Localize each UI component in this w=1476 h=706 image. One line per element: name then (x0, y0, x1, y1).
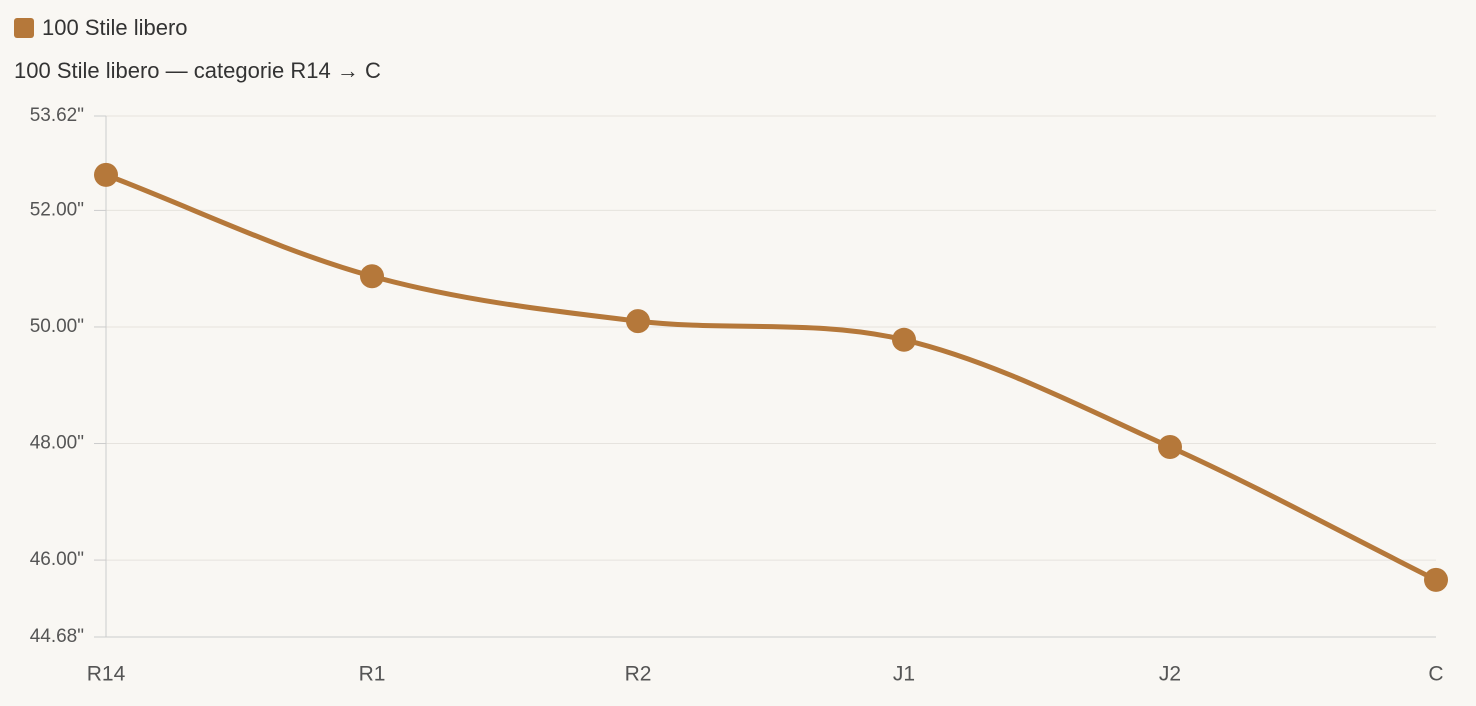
x-tick-label: C (1428, 663, 1443, 686)
legend-label: 100 Stile libero (42, 15, 188, 40)
point (892, 327, 916, 352)
x-tick-label: J2 (1159, 663, 1181, 686)
y-tick-label: 52.00" (30, 199, 84, 220)
y-tick-label: 46.00" (30, 549, 84, 570)
y-tick-label: 50.00" (30, 316, 84, 337)
line (105, 172, 1438, 583)
point (94, 162, 118, 187)
point (1424, 567, 1448, 592)
point (360, 264, 384, 289)
y-tick-label: 48.00" (30, 433, 84, 454)
y-tick-label: 53.62" (30, 105, 84, 126)
x-tick-label: R1 (359, 663, 386, 686)
point (1158, 435, 1182, 460)
y-tick-label: 44.68" (30, 626, 84, 647)
x-tick-label: J1 (893, 663, 915, 686)
chart-title: 100 Stile libero — categorie R14 → C (14, 58, 381, 83)
legend-swatch (14, 18, 34, 38)
point (626, 309, 650, 334)
x-tick-label: R2 (625, 663, 652, 686)
x-tick-label: R14 (87, 663, 126, 686)
